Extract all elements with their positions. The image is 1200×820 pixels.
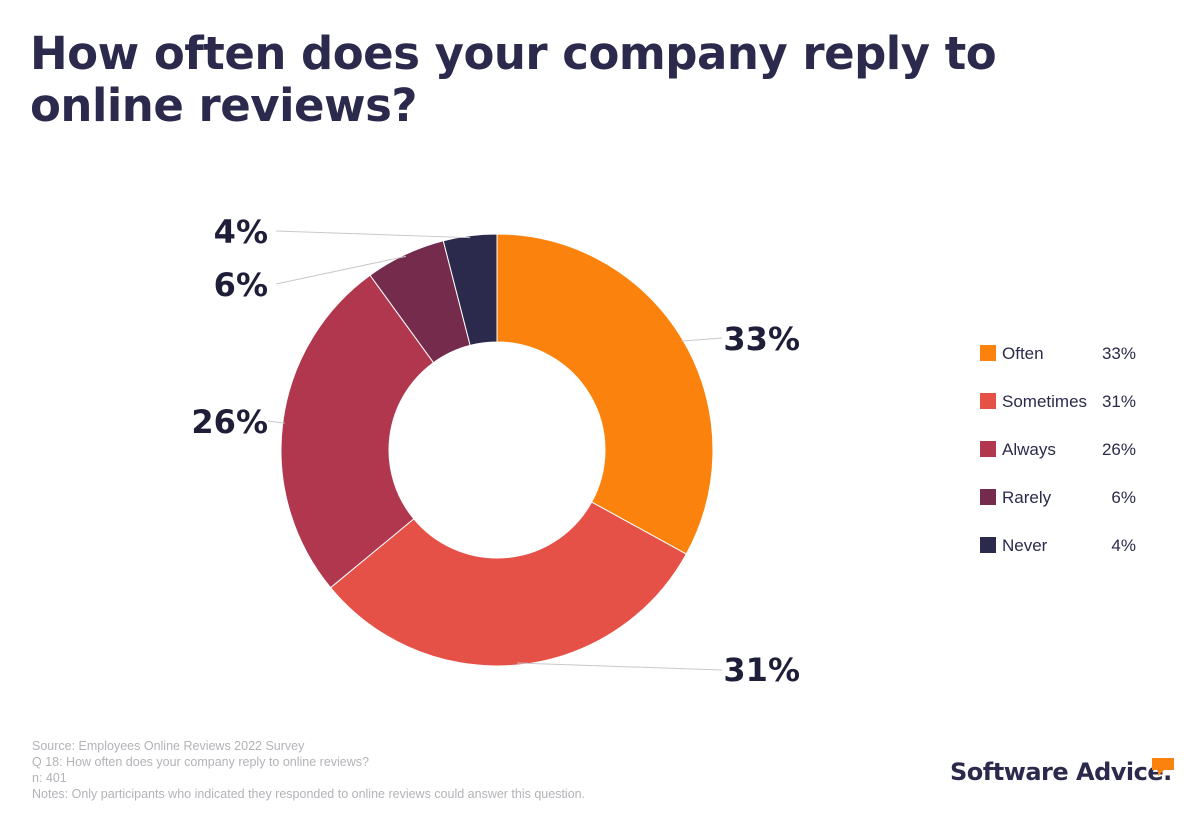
legend-item-always: Always 26% <box>980 438 1150 462</box>
legend-label: Sometimes <box>1002 392 1088 411</box>
chart-title: How often does your company reply to onl… <box>30 27 997 132</box>
legend-swatch-sometimes <box>980 393 996 409</box>
donut-slices <box>280 233 714 667</box>
speech-bubble-icon <box>1152 758 1174 776</box>
data-label-always: 26% <box>191 403 268 441</box>
data-label-sometimes: 31% <box>723 651 800 689</box>
legend-item-rarely: Rarely 6% <box>980 486 1150 510</box>
legend-value: 4% <box>1111 536 1136 555</box>
leader-line-always <box>267 420 285 424</box>
brand-logo: Software Advice. <box>950 758 1180 792</box>
question-note: Q 18: How often does your company reply … <box>32 755 369 769</box>
brand-name: Software Advice. <box>950 758 1172 786</box>
notes-note: Notes: Only participants who indicated t… <box>32 787 586 801</box>
legend-swatch-never <box>980 537 996 553</box>
donut-slice-sometimes <box>329 501 687 667</box>
legend-item-sometimes: Sometimes 31% <box>980 390 1150 414</box>
legend-value: 6% <box>1111 488 1136 507</box>
leader-line-rarely <box>275 255 406 285</box>
legend-value: 33% <box>1101 344 1136 363</box>
legend-swatch-often <box>980 345 996 361</box>
data-label-often: 33% <box>723 320 800 358</box>
legend-item-never: Never 4% <box>980 534 1150 558</box>
source-note: Source: Employees Online Reviews 2022 Su… <box>32 739 305 753</box>
data-label-rarely: 6% <box>214 266 268 304</box>
leader-line-never <box>275 230 471 239</box>
legend: Often 33% Sometimes 31% Always 26% Rarel… <box>980 342 1150 582</box>
data-labels: 33% 31% 26% 6% 4% <box>191 213 800 689</box>
data-label-never: 4% <box>214 213 268 251</box>
legend-label: Always <box>1002 440 1056 459</box>
leader-lines <box>267 230 723 671</box>
legend-swatch-always <box>980 441 996 457</box>
donut-slice-always <box>280 274 435 589</box>
footnotes: Source: Employees Online Reviews 2022 Su… <box>32 738 832 802</box>
legend-label: Never <box>1002 536 1048 555</box>
legend-value: 31% <box>1101 392 1136 411</box>
sample-size-note: n: 401 <box>32 771 67 785</box>
legend-swatch-rarely <box>980 489 996 505</box>
legend-label: Often <box>1002 344 1044 363</box>
legend-item-often: Often 33% <box>980 342 1150 366</box>
leader-line-often <box>681 337 723 342</box>
legend-value: 26% <box>1101 440 1136 459</box>
donut-slice-often <box>496 233 714 555</box>
leader-line-sometimes <box>517 662 723 671</box>
legend-label: Rarely <box>1002 488 1052 507</box>
